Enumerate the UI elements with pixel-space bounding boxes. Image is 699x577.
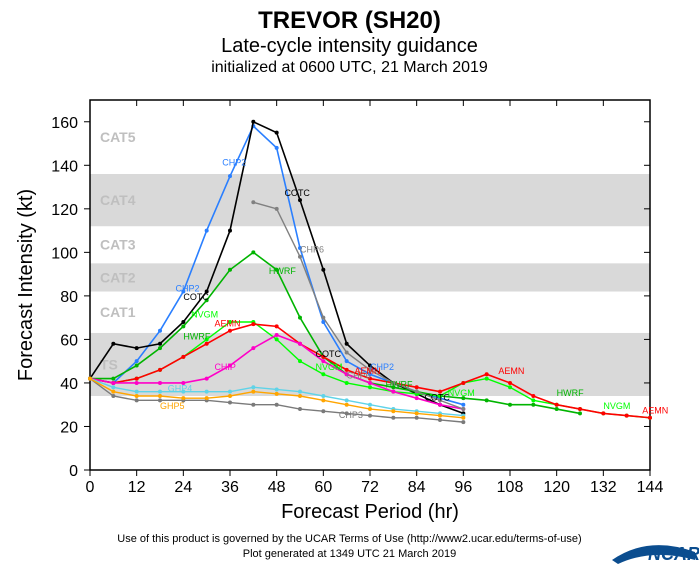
svg-text:NVGM: NVGM xyxy=(603,401,630,411)
svg-text:120: 120 xyxy=(51,202,78,219)
svg-text:AEMN: AEMN xyxy=(642,405,668,415)
svg-text:AEMN: AEMN xyxy=(498,366,524,376)
svg-text:CHP3: CHP3 xyxy=(339,410,363,420)
svg-text:80: 80 xyxy=(60,289,78,306)
svg-text:96: 96 xyxy=(454,479,472,496)
svg-text:40: 40 xyxy=(60,376,78,393)
svg-text:NVGM: NVGM xyxy=(316,362,343,372)
svg-text:160: 160 xyxy=(51,115,78,132)
svg-text:initialized at 0600 UTC, 21 Ma: initialized at 0600 UTC, 21 March 2019 xyxy=(211,59,488,76)
svg-text:GHP4: GHP4 xyxy=(168,384,193,394)
svg-text:HWRF: HWRF xyxy=(183,331,210,341)
svg-text:0: 0 xyxy=(69,463,78,480)
svg-text:144: 144 xyxy=(637,479,664,496)
svg-text:Late-cycle intensity guidance: Late-cycle intensity guidance xyxy=(221,35,478,57)
svg-text:NVGM: NVGM xyxy=(191,310,218,320)
svg-text:HWRF: HWRF xyxy=(269,266,296,276)
svg-text:CAT2: CAT2 xyxy=(100,269,136,285)
svg-text:140: 140 xyxy=(51,158,78,175)
svg-text:COTC: COTC xyxy=(284,188,310,198)
svg-text:Forecast Period (hr): Forecast Period (hr) xyxy=(281,501,459,523)
svg-text:NCAR: NCAR xyxy=(648,544,699,564)
svg-text:CAT4: CAT4 xyxy=(100,192,136,208)
svg-text:60: 60 xyxy=(314,479,332,496)
svg-text:CAT1: CAT1 xyxy=(100,304,136,320)
svg-text:COTC: COTC xyxy=(424,392,450,402)
svg-text:NVGM: NVGM xyxy=(448,388,475,398)
svg-text:CHP2: CHP2 xyxy=(222,157,246,167)
svg-text:HWRF: HWRF xyxy=(557,388,584,398)
svg-text:CAT3: CAT3 xyxy=(100,237,136,253)
svg-text:COTC: COTC xyxy=(316,349,342,359)
svg-text:120: 120 xyxy=(543,479,570,496)
svg-text:36: 36 xyxy=(221,479,239,496)
svg-text:60: 60 xyxy=(60,332,78,349)
svg-text:84: 84 xyxy=(408,479,426,496)
svg-text:CHP6: CHP6 xyxy=(300,244,324,254)
svg-text:72: 72 xyxy=(361,479,379,496)
svg-text:Plot generated at 1349 UTC 21: Plot generated at 1349 UTC 21 March 2019 xyxy=(243,548,456,560)
svg-text:Forecast Intensity (kt): Forecast Intensity (kt) xyxy=(15,189,37,381)
svg-text:GHP5: GHP5 xyxy=(160,401,185,411)
svg-text:CHP2: CHP2 xyxy=(176,284,200,294)
svg-text:12: 12 xyxy=(128,479,146,496)
svg-text:AEMN: AEMN xyxy=(214,318,240,328)
svg-text:Use of this product is governe: Use of this product is governed by the U… xyxy=(117,533,581,545)
svg-text:48: 48 xyxy=(268,479,286,496)
intensity-guidance-chart: { "title": "TREVOR (SH20)", "subtitle": … xyxy=(0,0,699,577)
svg-text:AEMN: AEMN xyxy=(354,366,380,376)
svg-text:CAT5: CAT5 xyxy=(100,129,136,145)
svg-text:108: 108 xyxy=(497,479,524,496)
svg-text:100: 100 xyxy=(51,245,78,262)
svg-text:132: 132 xyxy=(590,479,617,496)
svg-text:0: 0 xyxy=(86,479,95,496)
svg-text:24: 24 xyxy=(174,479,192,496)
svg-text:HWRF: HWRF xyxy=(386,379,413,389)
chart-svg: TSCAT1CAT2CAT3CAT4CAT5012243648607284961… xyxy=(0,0,699,577)
svg-text:TREVOR (SH20): TREVOR (SH20) xyxy=(258,7,441,34)
svg-text:COTC: COTC xyxy=(183,292,209,302)
svg-text:CHIP: CHIP xyxy=(214,362,236,372)
svg-text:20: 20 xyxy=(60,419,78,436)
